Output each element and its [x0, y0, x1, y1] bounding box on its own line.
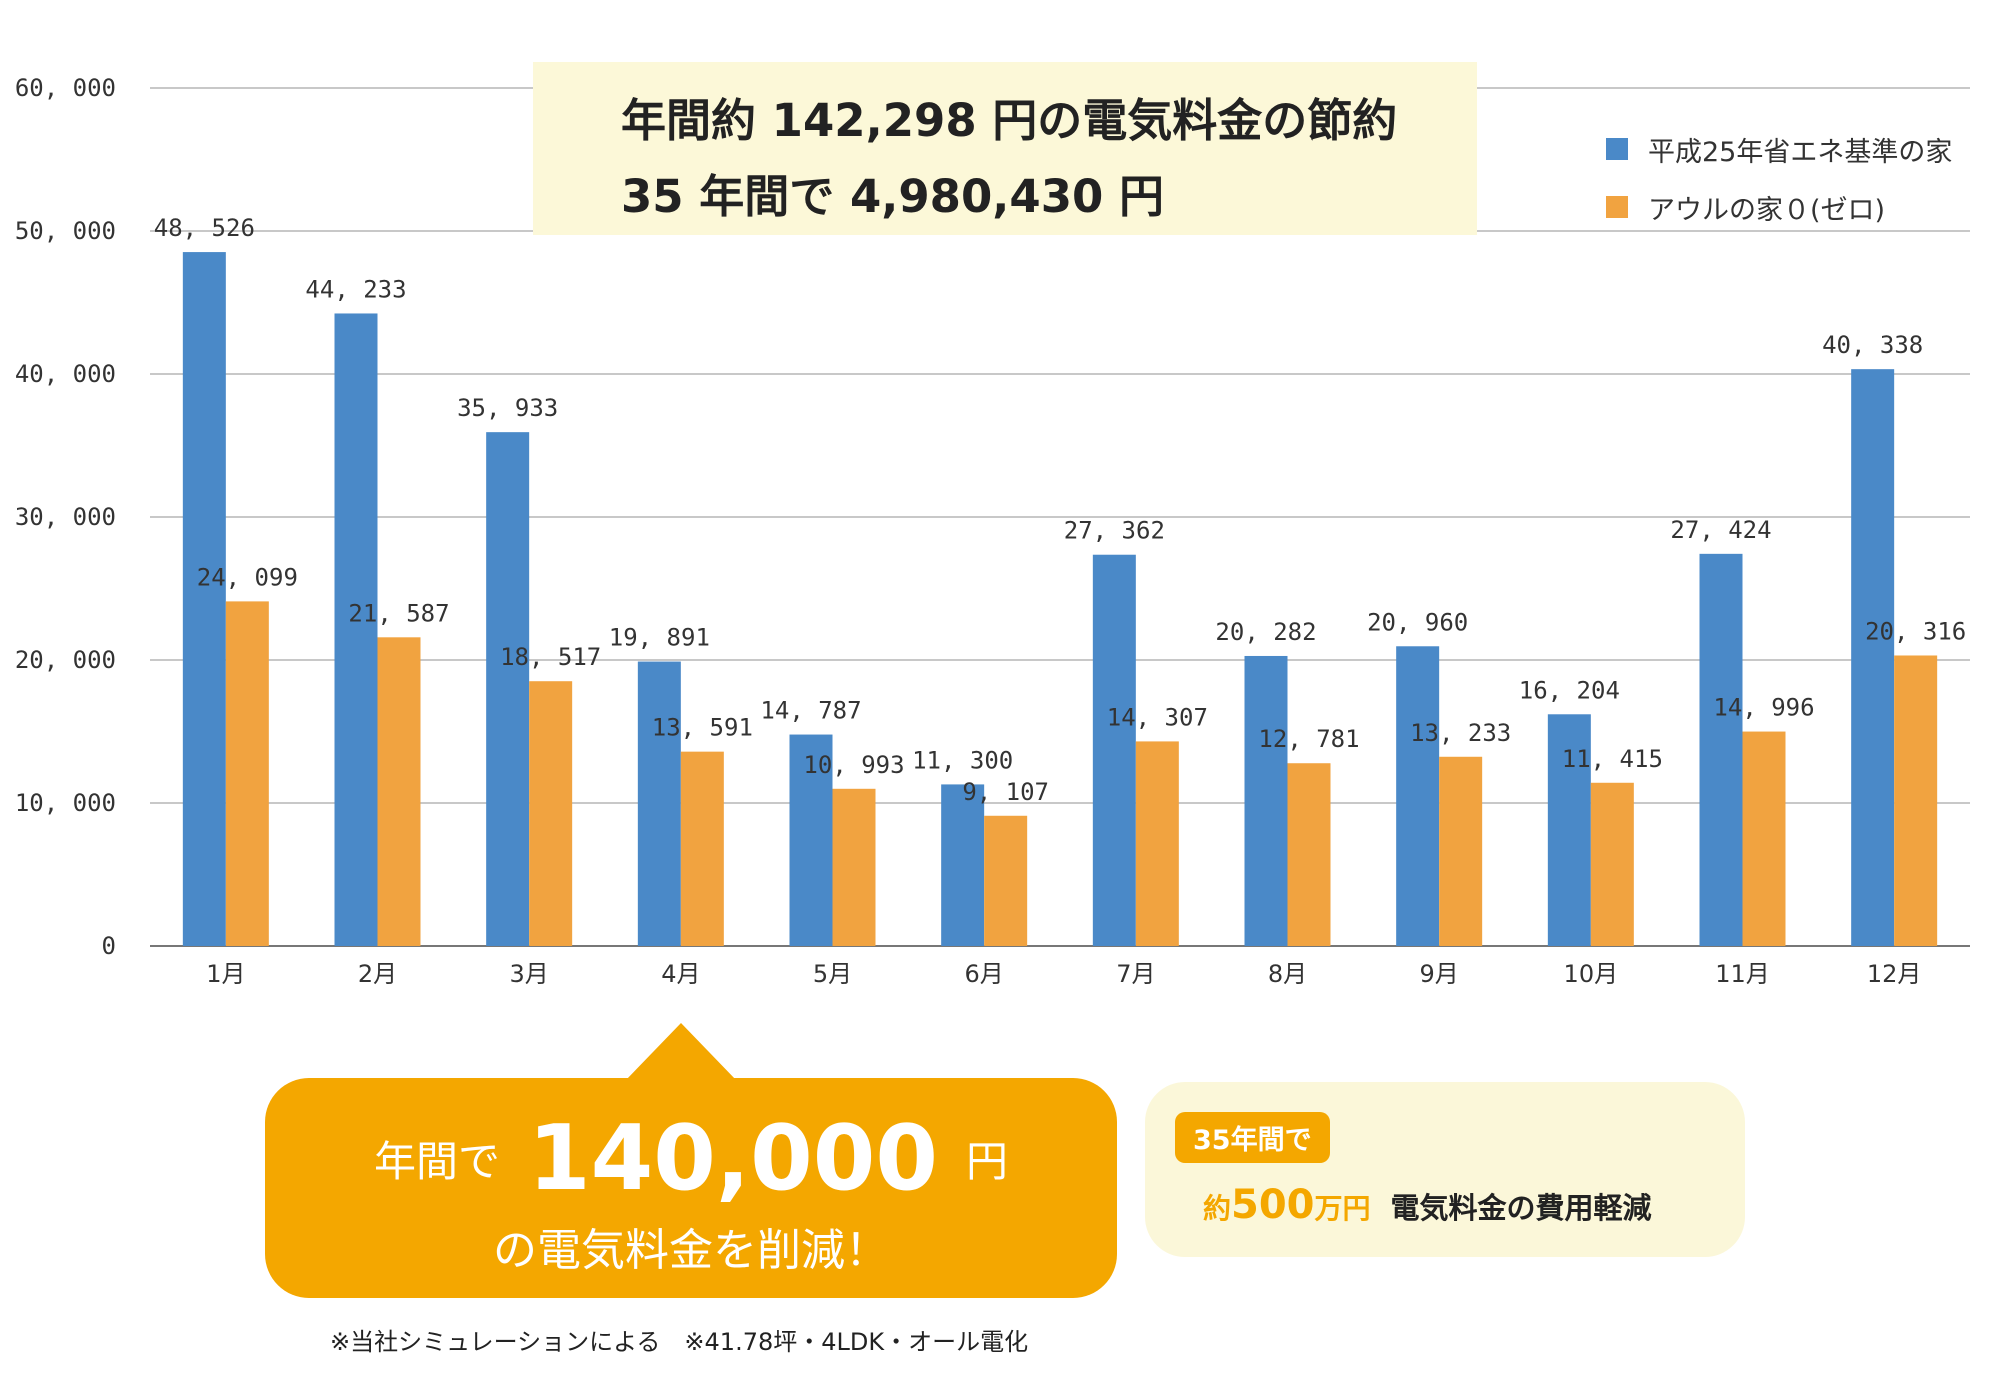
- x-tick-label: 1月: [206, 960, 245, 988]
- bar-series2: [377, 637, 421, 946]
- y-tick-label: 40, 000: [15, 360, 116, 388]
- legend-item-series1: 平成25年省エネ基準の家: [1606, 120, 1952, 178]
- x-axis: 1月 2月 3月 4月 5月 6月 7月 8月 9月 10月 11月 12月: [206, 960, 1921, 988]
- bar-series1: [789, 734, 833, 946]
- bar-series2: [529, 681, 573, 946]
- legend-item-series2: アウルの家０(ゼロ): [1606, 178, 1952, 236]
- bar-chart: 0 10, 000 20, 000 30, 000 40, 000 50, 000 60, …: [15, 74, 1970, 988]
- data-label-series1: 44, 233: [305, 275, 406, 303]
- savings-amount: 500: [1231, 1182, 1315, 1228]
- data-label-series2: 20, 316: [1865, 617, 1966, 645]
- savings-row: 約500万円 電気料金の費用軽減: [1203, 1182, 1652, 1228]
- bar-series2: [1742, 731, 1786, 946]
- data-label-series1: 16, 204: [1519, 676, 1620, 704]
- y-tick-label: 0: [102, 932, 116, 960]
- y-tick-label: 30, 000: [15, 503, 116, 531]
- headline-box: 年間約 142,298 円の電気料金の節約 35 年間で 4,980,430 円: [533, 62, 1477, 235]
- x-tick-label: 8月: [1268, 960, 1307, 988]
- data-label-series1: 14, 787: [760, 697, 861, 725]
- footnote: ※当社シミュレーションによる ※41.78坪・4LDK・オール電化: [330, 1328, 1029, 1356]
- savings-badge: 35年間で: [1175, 1112, 1330, 1163]
- bar-series2: [1135, 741, 1179, 946]
- data-label-series2: 18, 517: [500, 643, 601, 671]
- callout-amount-row: 年間で 140,000 円: [265, 1106, 1117, 1211]
- headline-35-year-saving: 35 年間で 4,980,430 円: [621, 170, 1164, 223]
- data-label-series2: 12, 781: [1258, 725, 1359, 753]
- legend-label-series2: アウルの家０(ゼロ): [1648, 194, 1886, 226]
- legend-label-series1: 平成25年省エネ基準の家: [1648, 136, 1953, 168]
- annual-reduction-callout: 年間で 140,000 円 の電気料金を削減！: [265, 1078, 1117, 1298]
- bars: 48, 526 24, 099 44, 233 21, 587 35, 933 18, 5…: [154, 214, 1966, 947]
- data-label-series2: 13, 233: [1410, 719, 1511, 747]
- data-label-series2: 21, 587: [348, 599, 449, 627]
- data-label-series1: 40, 338: [1822, 331, 1923, 359]
- x-tick-label: 12月: [1867, 960, 1922, 988]
- bar-series2: [984, 815, 1028, 946]
- legend-swatch-series2: [1606, 196, 1628, 218]
- bar-series2: [1439, 756, 1483, 946]
- callout-amount: 140,000: [528, 1106, 938, 1211]
- callout-pointer: [625, 1023, 737, 1081]
- bar-series1: [941, 784, 985, 946]
- y-tick-label: 20, 000: [15, 646, 116, 674]
- bar-series1: [1547, 714, 1591, 946]
- bar-series2: [225, 601, 269, 946]
- bar-series1: [1092, 554, 1136, 946]
- bar-series1: [637, 661, 681, 946]
- x-tick-label: 4月: [661, 960, 700, 988]
- savings-approx: 約: [1203, 1192, 1232, 1225]
- data-label-series2: 14, 307: [1107, 703, 1208, 731]
- data-label-series2: 24, 099: [197, 563, 298, 591]
- bar-series1: [1244, 655, 1288, 946]
- y-tick-label: 10, 000: [15, 789, 116, 817]
- y-tick-label: 60, 000: [15, 74, 116, 102]
- data-label-series2: 14, 996: [1713, 694, 1814, 722]
- data-label-series2: 11, 415: [1562, 745, 1663, 773]
- data-label-series1: 20, 282: [1215, 618, 1316, 646]
- x-tick-label: 2月: [358, 960, 397, 988]
- bar-series1: [1699, 553, 1743, 946]
- x-tick-label: 9月: [1420, 960, 1459, 988]
- bar-series1: [1851, 369, 1895, 946]
- data-label-series1: 20, 960: [1367, 608, 1468, 636]
- bar-series1: [334, 313, 378, 946]
- data-label-series2: 13, 591: [652, 714, 753, 742]
- callout-unit: 円: [965, 1137, 1008, 1186]
- bar-series2: [1287, 763, 1331, 946]
- bar-series2: [1894, 655, 1938, 946]
- data-label-series1: 27, 362: [1064, 517, 1165, 545]
- x-tick-label: 10月: [1564, 960, 1619, 988]
- x-tick-label: 7月: [1116, 960, 1155, 988]
- callout-description: の電気料金を削減！: [493, 1225, 889, 1276]
- data-label-series1: 19, 891: [609, 624, 710, 652]
- callout-prefix: 年間で: [374, 1137, 501, 1186]
- headline-annual-saving: 年間約 142,298 円の電気料金の節約: [621, 94, 1398, 147]
- long-term-savings-box: 35年間で 約500万円 電気料金の費用軽減: [1145, 1082, 1745, 1257]
- x-tick-label: 6月: [965, 960, 1004, 988]
- legend: 平成25年省エネ基準の家 アウルの家０(ゼロ): [1606, 120, 1952, 236]
- bar-series2: [832, 788, 876, 946]
- bar-series2: [1590, 782, 1634, 946]
- bar-series1: [1396, 646, 1440, 946]
- x-tick-label: 5月: [813, 960, 852, 988]
- x-tick-label: 3月: [510, 960, 549, 988]
- bar-series1: [182, 252, 226, 947]
- bar-series2: [680, 751, 724, 946]
- data-label-series1: 11, 300: [912, 746, 1013, 774]
- y-tick-label: 50, 000: [15, 217, 116, 245]
- bar-series1: [486, 432, 530, 947]
- y-axis: 0 10, 000 20, 000 30, 000 40, 000 50, 000 60, …: [15, 74, 116, 960]
- data-label-series2: 10, 993: [803, 751, 904, 779]
- legend-swatch-series1: [1606, 138, 1628, 160]
- savings-description: 電気料金の費用軽減: [1390, 1191, 1652, 1225]
- data-label-series1: 27, 424: [1670, 516, 1771, 544]
- data-label-series2: 9, 107: [962, 778, 1049, 806]
- x-tick-label: 11月: [1715, 960, 1770, 988]
- data-label-series1: 35, 933: [457, 394, 558, 422]
- data-label-series1: 48, 526: [154, 214, 255, 242]
- savings-unit: 万円: [1314, 1192, 1371, 1225]
